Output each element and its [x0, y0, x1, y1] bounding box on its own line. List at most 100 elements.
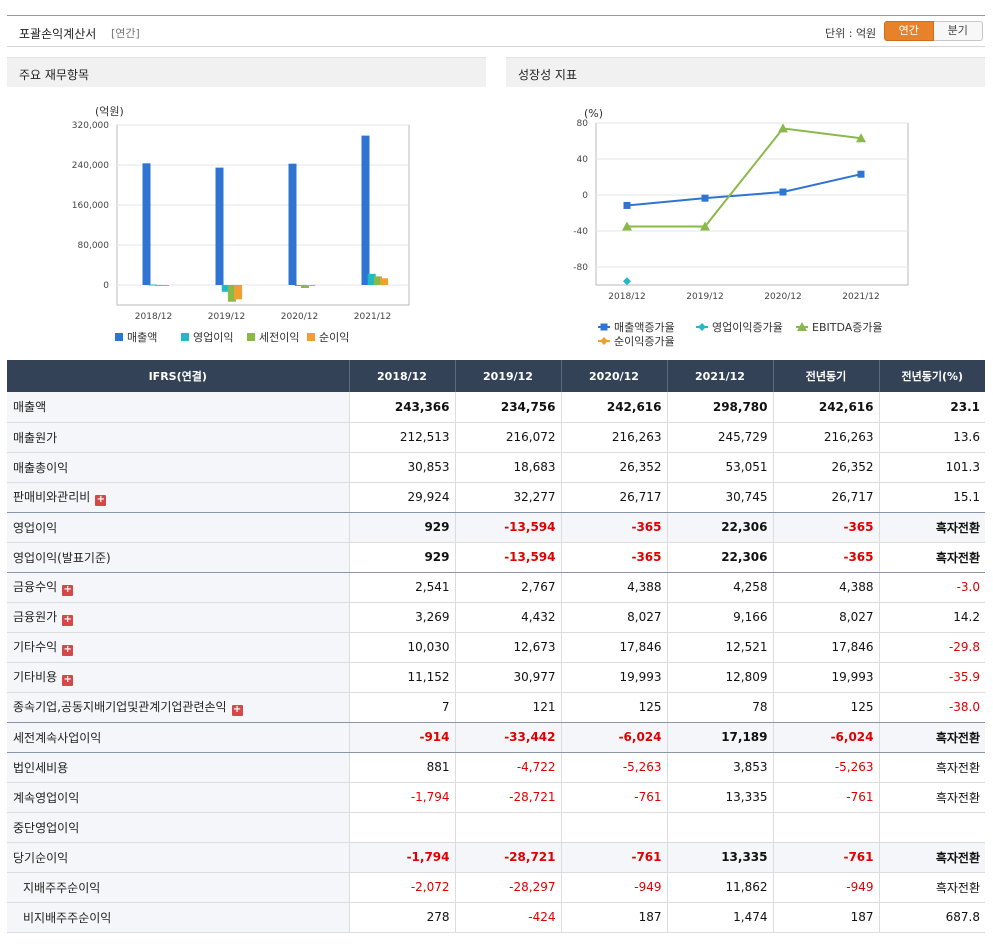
table-cell: 4,258: [667, 572, 774, 603]
row-label: 영업이익(발표기준): [7, 542, 350, 573]
table-cell: 242,616: [561, 392, 668, 423]
table-cell: -28,721: [455, 782, 562, 813]
table-cell: 22,306: [667, 542, 774, 573]
legend-label: 순이익증가율: [614, 335, 675, 348]
x-tick-label: 2019/12: [686, 292, 723, 302]
expand-plus-icon[interactable]: +: [62, 644, 74, 656]
table-cell: -13,594: [455, 512, 562, 543]
growth-line-chart: (%)80 40 0 -40 -80 2018/12 2019/12 2020/12 2021/…: [573, 107, 909, 348]
table-cell: 101.3: [879, 452, 985, 483]
expand-plus-icon[interactable]: +: [62, 584, 74, 596]
table-cell: 929: [349, 542, 456, 573]
table-cell: -29.8: [879, 632, 985, 663]
bar-2-2: [300, 285, 309, 289]
row-label[interactable]: 판매비와관리비 +: [7, 482, 350, 513]
row-label-text: 법인세비용: [13, 760, 69, 775]
row-label-text: 매출총이익: [13, 460, 69, 475]
table-cell: -6,024: [773, 722, 880, 753]
y-axis-unit: (%): [584, 107, 603, 120]
table-header-row: IFRS(연결) 2018/12 2019/12 2020/12 2021/12 전년동기…: [7, 360, 985, 392]
quarter-button[interactable]: 분기: [933, 21, 983, 41]
legend-label: 영업이익: [193, 331, 233, 344]
table-cell: 78: [667, 692, 774, 723]
table-cell: -3.0: [879, 572, 985, 603]
bar-0-3: [361, 135, 370, 285]
row-label[interactable]: 금융수익 +: [7, 572, 350, 603]
table-cell: 298,780: [667, 392, 774, 423]
row-label: 법인세비용: [7, 752, 350, 783]
row-label: 세전계속사업이익: [7, 722, 350, 753]
row-label[interactable]: 종속기업,공동지배기업및관계기업관련손익 +: [7, 692, 350, 723]
row-label[interactable]: 기타비용 +: [7, 662, 350, 693]
growth-panel: 성장성 지표 (%) 80 40 0 -40 -80 2018/12 2019/12 2020/…: [506, 57, 985, 354]
annual-button[interactable]: 연간: [884, 21, 934, 41]
row-label: 영업이익: [7, 512, 350, 543]
table-cell: 17,846: [561, 632, 668, 663]
table-cell: 2,767: [455, 572, 562, 603]
panel-title-growth: 성장성 지표: [518, 68, 578, 82]
bar-3-2: [307, 285, 316, 286]
point-2-0: [622, 221, 632, 231]
page-title: 포괄손익계산서: [19, 27, 97, 41]
table-cell: 29,924: [349, 482, 456, 513]
table-cell: -38.0: [879, 692, 985, 723]
table-cell: 187: [773, 902, 880, 933]
table-cell: [667, 812, 774, 843]
table-cell: -365: [773, 512, 880, 543]
y-tick-label: 240,000: [72, 161, 109, 171]
bar-0-1: [215, 167, 224, 285]
expand-plus-icon[interactable]: +: [62, 674, 74, 686]
table-row: 영업이익(발표기준) 929 -13,594 -365 22,306 -365 흑자전환: [7, 542, 985, 573]
table-cell: 3,269: [349, 602, 456, 633]
bar-1-3: [367, 273, 376, 285]
financial-bar-chart: (억원) 320,000 240,000 160,000 80,000 0 2018/12 2…: [72, 105, 410, 344]
table-cell: -28,297: [455, 872, 562, 903]
bar-2-1: [227, 285, 236, 302]
legend-swatch-marker: [698, 323, 706, 331]
row-label: 지배주주순이익: [7, 872, 350, 903]
x-tick-label: 2019/12: [208, 312, 245, 322]
table-cell: 흑자전환: [879, 872, 985, 903]
table-cell: 687.8: [879, 902, 985, 933]
table-cell: 26,352: [561, 452, 668, 483]
table-cell: 26,352: [773, 452, 880, 483]
table-cell: 흑자전환: [879, 722, 985, 753]
y-tick-label: 80: [577, 119, 589, 129]
row-label: 매출원가: [7, 422, 350, 453]
table-row: 중단영업이익: [7, 812, 985, 843]
bar-0-0: [142, 163, 151, 285]
table-cell: 881: [349, 752, 456, 783]
expand-plus-icon[interactable]: +: [62, 614, 74, 626]
table-cell: [879, 812, 985, 843]
row-label[interactable]: 금융원가 +: [7, 602, 350, 633]
table-cell: 19,993: [773, 662, 880, 693]
column-header: 전년동기: [773, 360, 880, 392]
row-label-text: 매출액: [13, 400, 47, 415]
row-label[interactable]: 기타수익 +: [7, 632, 350, 663]
table-cell: -914: [349, 722, 456, 753]
table-row: 기타수익 +10,030 12,673 17,846 12,521 17,846 -29.8: [7, 632, 985, 663]
x-tick-label: 2021/12: [354, 312, 391, 322]
table-row: 계속영업이익 -1,794 -28,721 -761 13,335 -761 흑자전환: [7, 782, 985, 813]
table-cell: 234,756: [455, 392, 562, 423]
column-header: 2021/12: [667, 360, 774, 392]
table-cell: [349, 812, 456, 843]
column-header: 2018/12: [349, 360, 456, 392]
row-label: 매출총이익: [7, 452, 350, 483]
row-label-text: 판매비와관리비: [13, 490, 91, 504]
x-tick-label: 2020/12: [281, 312, 318, 322]
table-row: 종속기업,공동지배기업및관계기업관련손익 +7 121 125 78 125 -38.0: [7, 692, 985, 723]
bar-3-1: [234, 285, 243, 300]
table-cell: 19,993: [561, 662, 668, 693]
table-cell: 2,541: [349, 572, 456, 603]
point-0-2: [779, 188, 787, 196]
table-cell: 17,846: [773, 632, 880, 663]
row-label-text: 중단영업이익: [13, 820, 80, 835]
expand-plus-icon[interactable]: +: [231, 704, 243, 716]
table-row: 비지배주주순이익 278 -424 187 1,474 187 687.8: [7, 902, 985, 933]
legend-swatch: [307, 333, 315, 341]
y-tick-label: -80: [573, 263, 588, 273]
table-cell: 4,388: [561, 572, 668, 603]
expand-plus-icon[interactable]: +: [95, 494, 107, 506]
table-cell: 17,189: [667, 722, 774, 753]
